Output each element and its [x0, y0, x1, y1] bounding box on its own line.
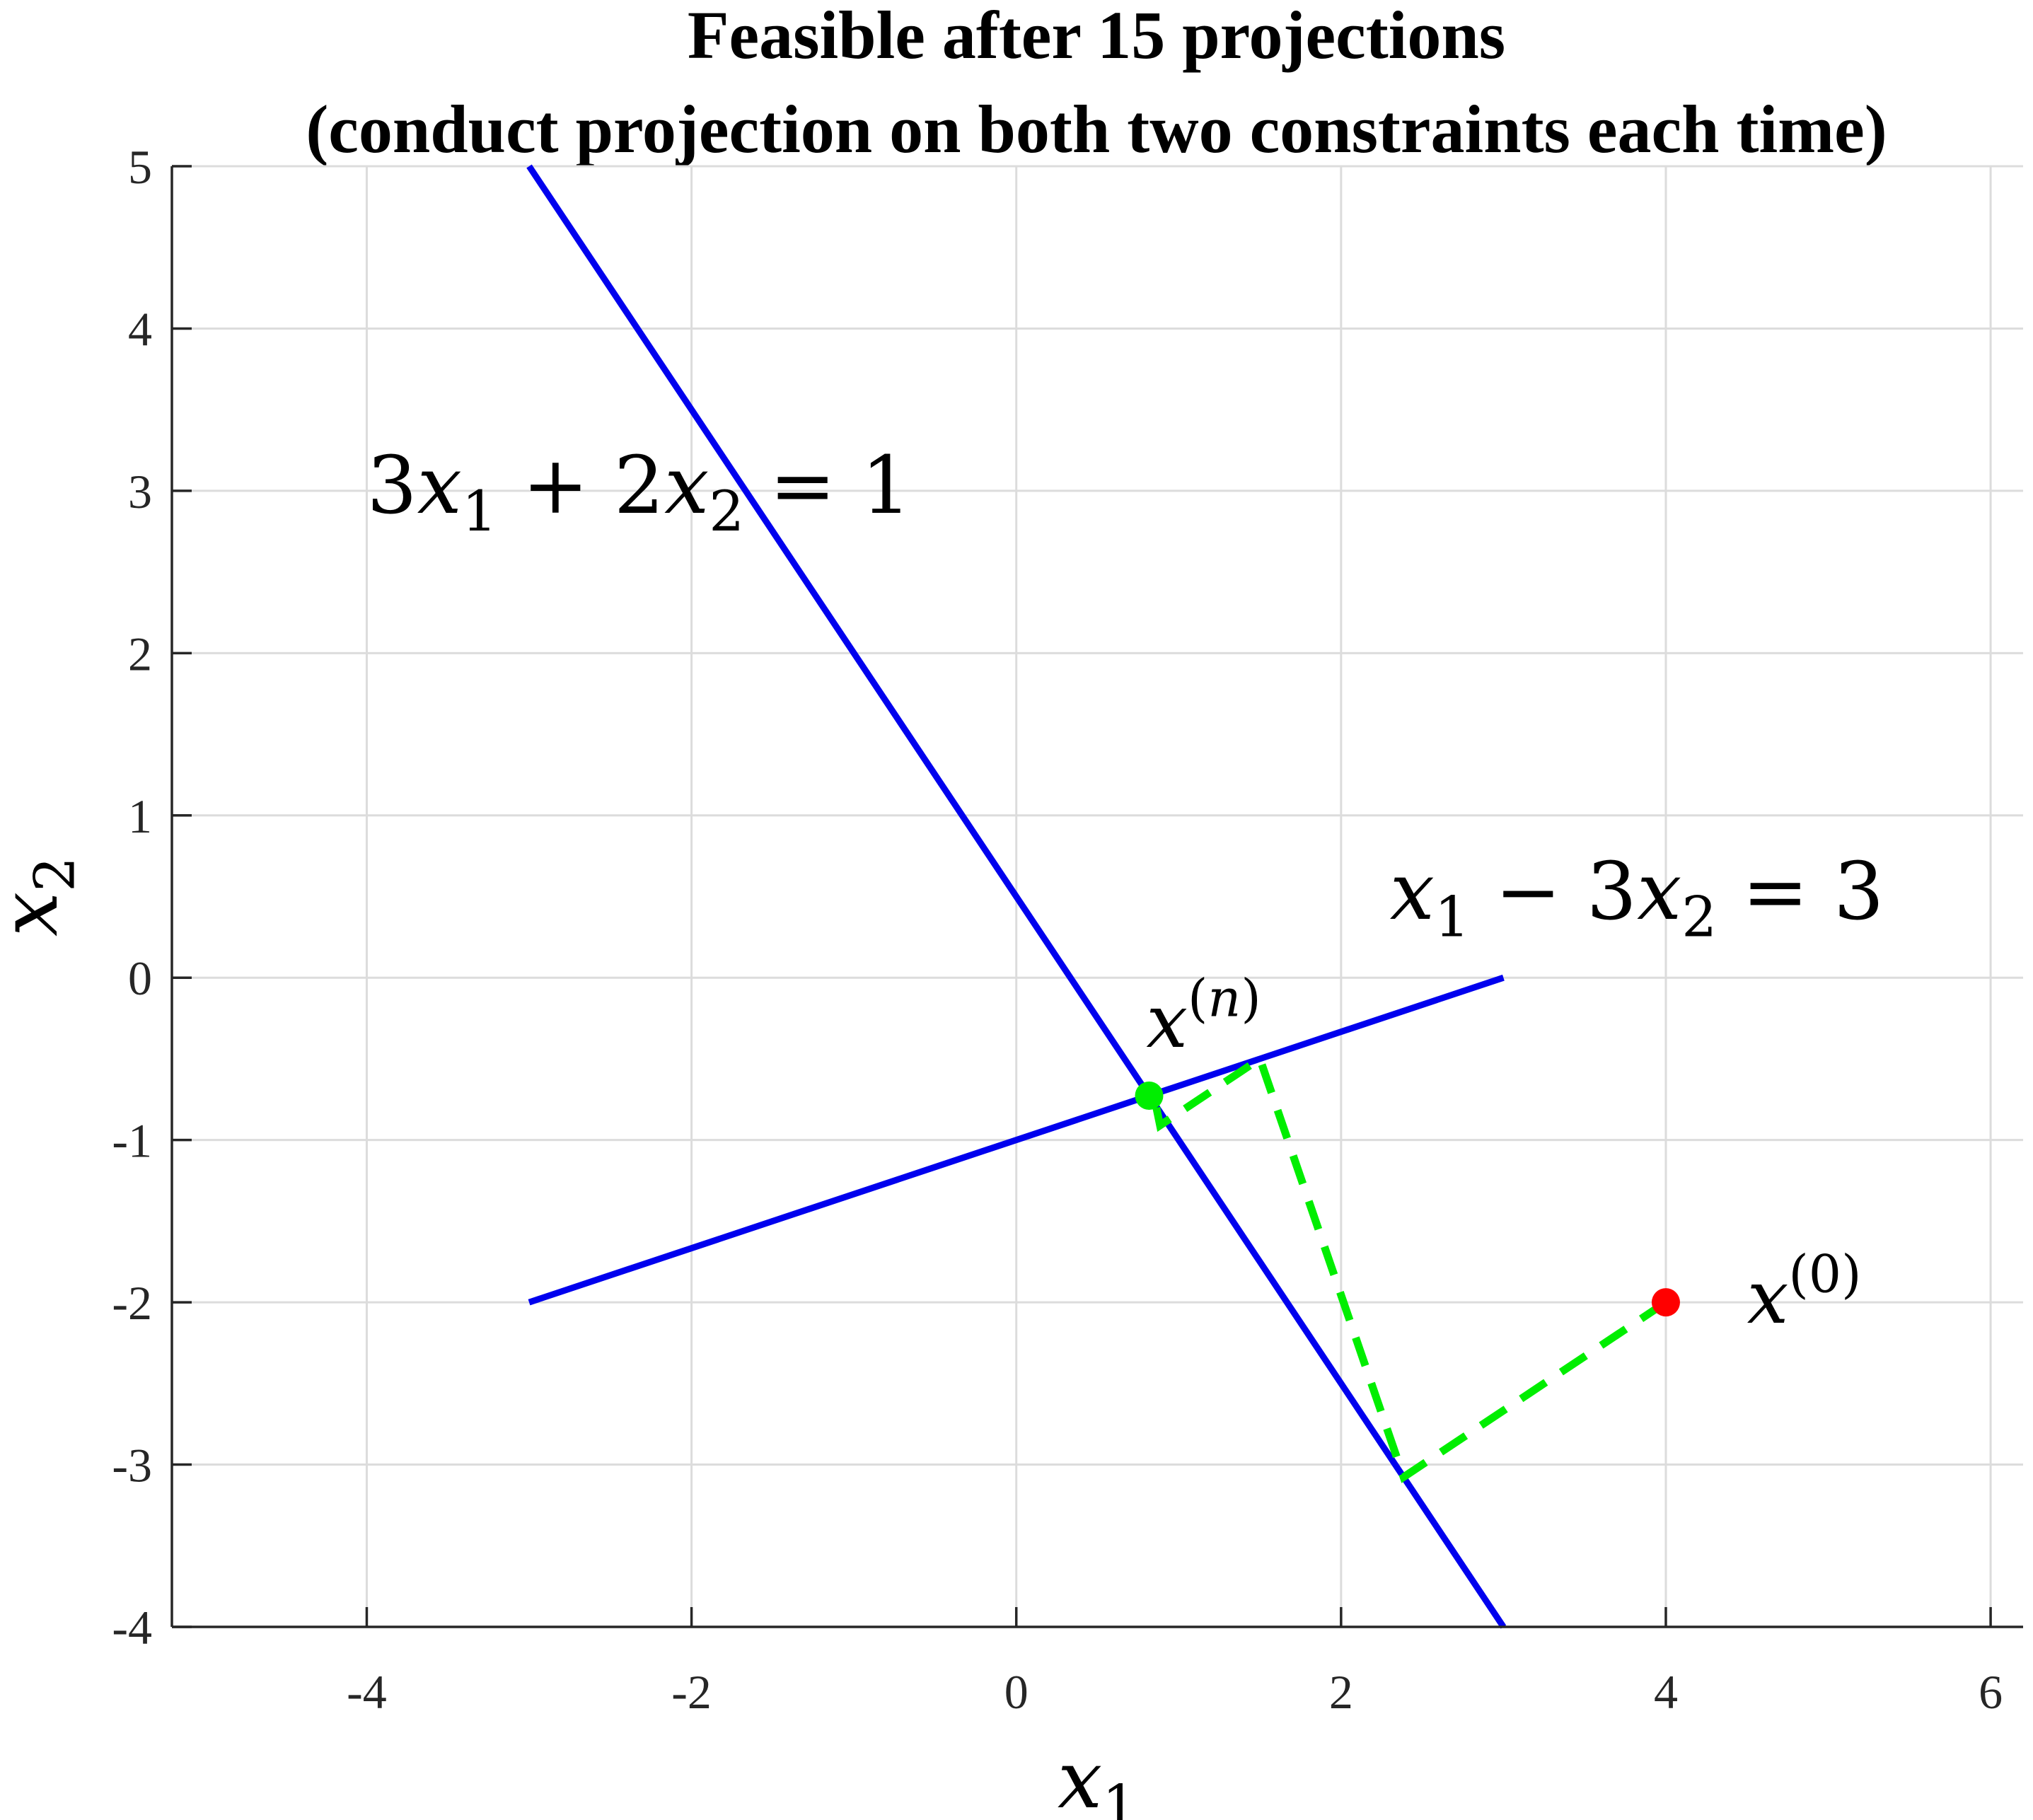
x-tick-label: 2 — [1329, 1665, 1353, 1719]
y-tick-label: 1 — [128, 789, 152, 843]
x-tick-label: 4 — [1654, 1665, 1678, 1719]
axes: -4 -2 0 2 4 6 -4 -3 -2 -1 0 1 2 3 4 5 — [112, 140, 2023, 1719]
chart-title-line-1: Feasible after 15 projections — [688, 0, 1505, 73]
series-layer — [526, 164, 1669, 1629]
constraint-line — [526, 164, 1507, 1629]
x-axis-label-text: x1 — [1058, 1734, 1137, 1820]
annotations-layer: 3x1 + 2x2 = 1 x1 − 3x2 = 3 x(n) x(0) — [366, 440, 1884, 1340]
x-tick-label: 0 — [1004, 1665, 1029, 1719]
markers-layer — [1135, 1082, 1680, 1317]
end-point-marker — [1135, 1082, 1164, 1111]
y-tick-label: -3 — [112, 1439, 152, 1492]
x-axis-label: x1 — [1058, 1734, 1137, 1820]
point-label: x(n) — [1146, 968, 1261, 1065]
start-point-marker — [1651, 1288, 1680, 1317]
x-tick-label: -4 — [347, 1665, 387, 1719]
grid — [172, 165, 2023, 1628]
point-label: x(0) — [1747, 1245, 1862, 1341]
x-tick-label: -2 — [671, 1665, 712, 1719]
y-tick-label: -4 — [112, 1601, 152, 1654]
y-axis-label: x2 — [0, 857, 88, 937]
y-tick-label: 2 — [128, 627, 152, 680]
y-tick-label: -2 — [112, 1276, 152, 1330]
constraint-line — [528, 974, 1505, 1306]
y-tick-label: 0 — [128, 951, 152, 1005]
equation-label: x1 − 3x2 = 3 — [1390, 846, 1884, 950]
x-tick-label: 6 — [1979, 1665, 2003, 1719]
chart-title: Feasible after 15 projections (conduct p… — [306, 0, 1887, 167]
chart-title-line-2: (conduct projection on both two constrai… — [306, 91, 1887, 167]
equation-label: 3x1 + 2x2 = 1 — [366, 440, 911, 544]
y-axis-label-text: x2 — [0, 857, 88, 937]
y-tick-label: 3 — [128, 465, 152, 518]
y-tick-label: 5 — [128, 140, 152, 194]
y-tick-label: -1 — [112, 1114, 152, 1168]
projection-path-line — [1149, 1053, 1669, 1483]
y-tick-label: 4 — [128, 302, 152, 356]
